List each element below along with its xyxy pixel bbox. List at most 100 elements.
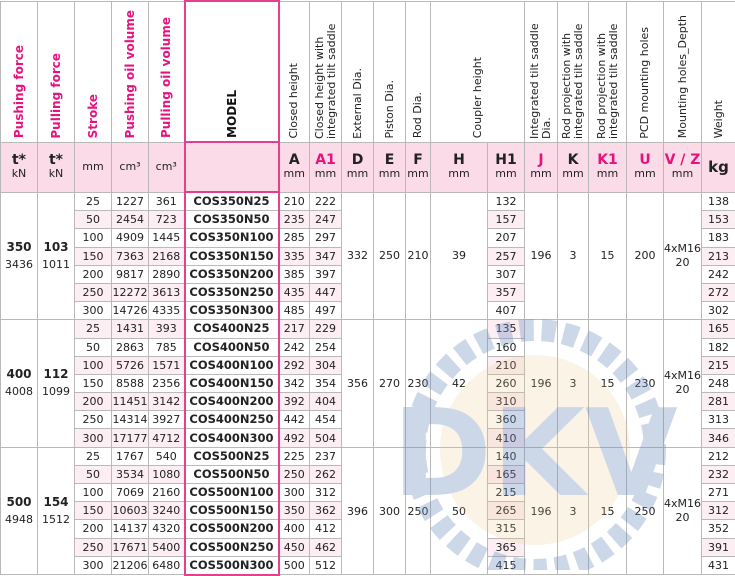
pushing-oil-volume-cell: 21206 (112, 556, 149, 575)
weight-cell: 272 (702, 283, 735, 301)
pulling-oil-volume-cell: 1445 (149, 229, 185, 247)
closed-height-cell: 485 (279, 302, 310, 320)
stroke-cell: 250 (75, 411, 112, 429)
column-unit: cm³ (112, 160, 148, 174)
closed-height-saddle-cell: 229 (310, 320, 342, 338)
pushing-oil-volume-cell: 17177 (112, 429, 149, 447)
column-header: Weight (702, 1, 735, 142)
pulling-oil-volume-cell: 3613 (149, 283, 185, 301)
model-cell: COS500N300 (185, 556, 279, 575)
coupler-height-h1-cell: 135 (488, 320, 525, 338)
pulling-oil-volume-cell: 361 (149, 192, 185, 211)
weight-cell: 213 (702, 247, 735, 265)
column-symbol: kg (702, 160, 735, 174)
model-cell: COS350N250 (185, 283, 279, 301)
rod-dia-cell: 250 (406, 447, 431, 575)
pushing-force-t: 400 (1, 366, 37, 383)
coupler-height-h1-cell: 257 (488, 247, 525, 265)
closed-height-saddle-cell: 497 (310, 302, 342, 320)
weight-cell: 182 (702, 338, 735, 356)
column-symbol: V / Z (664, 153, 701, 167)
stroke-cell: 300 (75, 556, 112, 575)
coupler-height-h1-cell: 365 (488, 538, 525, 556)
coupler-height-h1-cell: 210 (488, 356, 525, 374)
model-cell: COS500N25 (185, 447, 279, 465)
pulling-force-kn: 1512 (42, 513, 70, 526)
column-header: Pulling oil volume (149, 1, 185, 142)
column-header-label: Pushing oil volume (124, 8, 136, 138)
pushing-oil-volume-cell: 1431 (112, 320, 149, 338)
column-symbol: K (558, 153, 588, 167)
pushing-oil-volume-cell: 9817 (112, 265, 149, 283)
piston-dia-cell: 270 (374, 320, 406, 447)
column-header-label: Weight (713, 98, 725, 138)
column-header: Coupler height (431, 1, 525, 142)
pushing-oil-volume-cell: 2454 (112, 211, 149, 229)
closed-height-saddle-cell: 447 (310, 283, 342, 301)
pushing-oil-volume-cell: 14314 (112, 411, 149, 429)
column-header: Closed height with integrated tilt saddl… (310, 1, 342, 142)
coupler-height-cell: 50 (431, 447, 488, 575)
pulling-force-t: 103 (38, 239, 74, 256)
model-cell: COS500N50 (185, 465, 279, 483)
closed-height-saddle-cell: 512 (310, 556, 342, 575)
pulling-force-kn: 1011 (42, 258, 70, 271)
pulling-oil-volume-cell: 6480 (149, 556, 185, 575)
column-header-label: Pulling force (50, 51, 62, 139)
closed-height-saddle-cell: 347 (310, 247, 342, 265)
pushing-oil-volume-cell: 7069 (112, 484, 149, 502)
weight-cell: 248 (702, 374, 735, 392)
stroke-cell: 100 (75, 484, 112, 502)
stroke-cell: 200 (75, 265, 112, 283)
closed-height-cell: 300 (279, 484, 310, 502)
weight-cell: 352 (702, 520, 735, 538)
pulling-oil-volume-cell: 723 (149, 211, 185, 229)
external-dia-cell: 396 (342, 447, 374, 575)
weight-cell: 153 (702, 211, 735, 229)
unit-cell: cm³ (149, 142, 185, 192)
rod-projection-k1-cell: 15 (589, 320, 627, 447)
column-unit: mm (525, 167, 557, 181)
column-header: Rod projection with integrated tilt sadd… (558, 1, 589, 142)
closed-height-cell: 235 (279, 211, 310, 229)
closed-height-cell: 285 (279, 229, 310, 247)
closed-height-cell: 350 (279, 502, 310, 520)
weight-cell: 312 (702, 502, 735, 520)
pulling-force-kn: 1099 (42, 385, 70, 398)
pushing-force-t: 500 (1, 494, 37, 511)
pulling-oil-volume-cell: 2168 (149, 247, 185, 265)
mounting-holes-depth: 20 (664, 511, 701, 525)
column-header-label: Stroke (87, 92, 99, 138)
pushing-oil-volume-cell: 12272 (112, 283, 149, 301)
pulling-oil-volume-cell: 4712 (149, 429, 185, 447)
column-unit: mm (280, 167, 310, 181)
weight-cell: 232 (702, 465, 735, 483)
column-unit: mm (589, 167, 626, 181)
column-header-label: Closed height (288, 61, 300, 139)
coupler-height-h1-cell: 260 (488, 374, 525, 392)
closed-height-cell: 500 (279, 556, 310, 575)
mounting-holes-v: 4xM16 (664, 497, 701, 511)
model-cell: COS500N150 (185, 502, 279, 520)
column-unit: mm (342, 167, 373, 181)
column-symbol: F (406, 153, 430, 167)
pulling-oil-volume-cell: 5400 (149, 538, 185, 556)
column-header-label: Closed height with integrated tilt saddl… (314, 2, 338, 139)
coupler-height-cell: 39 (431, 192, 488, 320)
mounting-holes-v: 4xM16 (664, 369, 701, 383)
stroke-cell: 50 (75, 211, 112, 229)
pushing-oil-volume-cell: 8588 (112, 374, 149, 392)
model-cell: COS400N50 (185, 338, 279, 356)
pulling-oil-volume-cell: 2356 (149, 374, 185, 392)
stroke-cell: 250 (75, 538, 112, 556)
pushing-force-kn: 4948 (5, 513, 33, 526)
model-cell: COS350N300 (185, 302, 279, 320)
closed-height-cell: 250 (279, 465, 310, 483)
